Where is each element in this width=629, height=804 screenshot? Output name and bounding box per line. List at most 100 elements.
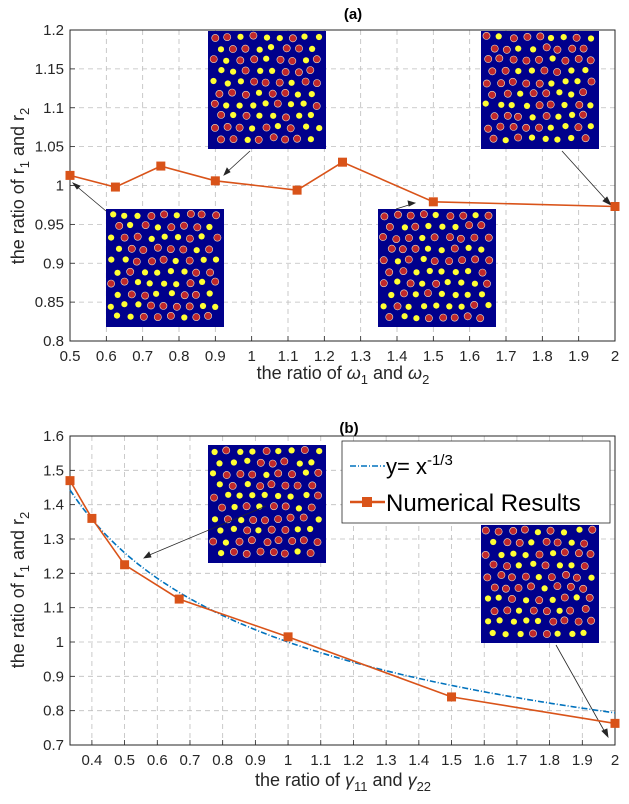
inset-yellow-particle (549, 596, 556, 604)
inset-red-particle (522, 79, 531, 88)
inset-yellow-particle (587, 35, 595, 42)
inset-yellow-particle (154, 224, 161, 231)
inset-red-particle (572, 33, 581, 42)
inset-red-particle (587, 616, 595, 625)
inset-yellow-particle (257, 67, 264, 74)
inset-yellow-particle (444, 279, 451, 286)
inset-red-particle (191, 290, 200, 299)
y-tick-label: 1 (56, 178, 64, 195)
inset-red-particle (561, 56, 570, 65)
inset-yellow-particle (316, 448, 323, 455)
panel-b-axes-box (69, 435, 616, 746)
inset-red-particle (588, 525, 597, 534)
inset-red-particle (141, 221, 150, 229)
inset-red-particle (281, 526, 290, 534)
inset-red-particle (192, 313, 201, 321)
inset-red-particle (579, 110, 587, 119)
inset-red-particle (248, 470, 257, 479)
inset-yellow-particle (127, 313, 134, 320)
inset-yellow-particle (198, 233, 205, 240)
inset-yellow-particle (550, 550, 557, 557)
inset-red-particle (127, 290, 136, 299)
inset-red-particle (312, 55, 321, 64)
inset-red-particle (488, 67, 497, 76)
arrowhead (407, 200, 417, 207)
inset-yellow-particle (296, 460, 303, 467)
inset-red-particle (167, 223, 176, 232)
inset-yellow-particle (274, 123, 281, 130)
inset-yellow-particle (263, 471, 270, 478)
inset-yellow-particle (432, 211, 439, 219)
inset-red-particle (385, 313, 394, 321)
inset-yellow-particle (307, 111, 314, 119)
inset-yellow-particle (199, 278, 206, 285)
inset-red-particle (385, 222, 394, 231)
inset-particles (379, 210, 494, 323)
inset-yellow-particle (216, 460, 223, 467)
inset-yellow-particle (113, 312, 121, 319)
inset-red-particle (503, 89, 512, 98)
y-tick-label: 1 (56, 634, 64, 651)
inset-yellow-particle (114, 269, 121, 276)
inset-yellow-particle (587, 123, 594, 130)
x-tick-label: 0.9 (205, 348, 226, 365)
inset-yellow-particle (556, 562, 564, 569)
arrow (74, 184, 107, 212)
inset-red-particle (496, 122, 505, 131)
inset-red-particle (281, 89, 290, 97)
arrowhead (71, 182, 81, 190)
panel-a-title: (a) (344, 6, 362, 23)
inset-yellow-particle (181, 314, 188, 321)
inset-yellow-particle (478, 291, 486, 298)
inset-red-particle (477, 221, 486, 230)
panel-a-inset-2 (208, 31, 326, 149)
inset-red-particle (567, 582, 575, 591)
inset-red-particle (490, 112, 499, 121)
inset-yellow-particle (237, 78, 244, 85)
inset-yellow-particle (115, 245, 123, 252)
inset-red-particle (211, 277, 220, 286)
inset-yellow-particle (394, 258, 401, 265)
inset-red-particle (543, 630, 551, 638)
inset-yellow-particle (523, 102, 531, 109)
inset-red-particle (280, 457, 289, 466)
inset-yellow-particle (300, 100, 307, 107)
inset-red-particle (508, 595, 516, 603)
inset-red-particle (120, 277, 129, 286)
inset-yellow-particle (108, 234, 115, 241)
inset-yellow-particle (413, 315, 420, 322)
inset-red-particle (217, 111, 225, 119)
inset-red-particle (249, 516, 258, 524)
inset-red-particle (398, 245, 407, 254)
inset-yellow-particle (568, 67, 575, 74)
inset-red-particle (288, 470, 296, 479)
inset-yellow-particle (588, 574, 595, 581)
inset-red-particle (282, 44, 291, 53)
inset-yellow-particle (287, 493, 294, 500)
inset-yellow-particle (212, 303, 219, 310)
inset-yellow-particle (522, 552, 529, 559)
legend-numerical-marker (362, 497, 372, 507)
inset-yellow-particle (225, 491, 232, 498)
x-tick-label: 1.4 (387, 348, 408, 365)
inset-red-particle (242, 550, 251, 558)
x-tick-label: 1.6 (459, 348, 480, 365)
inset-red-particle (542, 89, 551, 98)
inset-yellow-particle (255, 89, 263, 96)
x-tick-label: 1.2 (314, 348, 335, 365)
inset-yellow-particle (556, 89, 563, 96)
inset-yellow-particle (110, 211, 117, 218)
inset-yellow-particle (568, 539, 575, 546)
inset-red-particle (535, 55, 543, 64)
inset-red-particle (172, 302, 181, 311)
inset-red-particle (450, 313, 459, 322)
inset-yellow-particle (569, 111, 576, 118)
inset-red-particle (392, 235, 401, 243)
inset-yellow-particle (231, 503, 238, 511)
inset-yellow-particle (267, 44, 275, 51)
inset-red-particle (235, 123, 244, 132)
legend-fit-label: y= x-1/3 (386, 452, 453, 479)
inset-yellow-particle (452, 291, 459, 299)
data-point-marker (120, 560, 130, 570)
inset-yellow-particle (535, 574, 542, 581)
